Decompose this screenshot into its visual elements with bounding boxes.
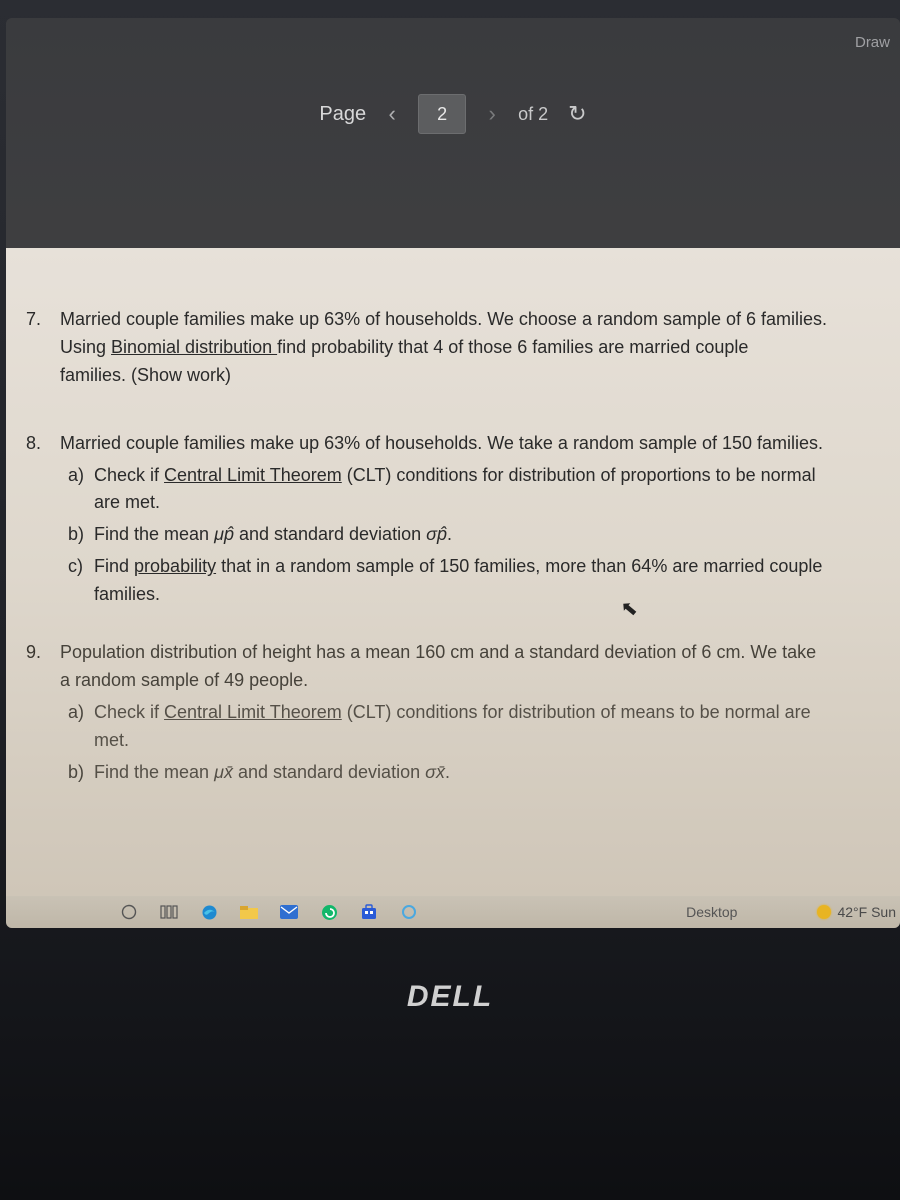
draw-tool-label[interactable]: Draw <box>855 34 890 51</box>
rotate-button[interactable]: ↻ <box>568 101 586 127</box>
page-label: Page <box>319 103 366 126</box>
question-7: 7. Married couple families make up 63% o… <box>26 306 884 390</box>
viewer-topbar: Draw <box>6 18 900 66</box>
question-number: 7. <box>26 306 60 390</box>
page-total: of 2 <box>518 104 548 125</box>
page-number-input[interactable] <box>418 94 466 134</box>
store-icon[interactable] <box>360 903 378 921</box>
next-page-button[interactable]: › <box>478 101 506 127</box>
question-number: 9. <box>26 639 60 786</box>
grammarly-icon[interactable] <box>320 903 338 921</box>
subpart-letter: b) <box>60 759 94 787</box>
search-icon[interactable] <box>160 903 178 921</box>
subpart-text: Find the mean μx̄ and standard deviation… <box>94 759 878 787</box>
question-text: Married couple families make up 63% of h… <box>60 306 878 334</box>
subpart-letter: c) <box>60 553 94 609</box>
laptop-brand: DELL <box>0 980 900 1014</box>
cursor-icon: ⬉ <box>620 593 639 625</box>
subpart-letter: a) <box>60 699 94 755</box>
question-text: Population distribution of height has a … <box>60 639 878 667</box>
prev-page-button[interactable]: ‹ <box>378 101 406 127</box>
question-text: families. (Show work) <box>60 362 878 390</box>
mail-icon[interactable] <box>280 903 298 921</box>
question-text: Using Binomial distribution find probabi… <box>60 334 878 362</box>
question-9: 9. Population distribution of height has… <box>26 639 884 786</box>
question-text: a random sample of 49 people. <box>60 667 878 695</box>
start-button[interactable] <box>120 903 138 921</box>
document-page: 7. Married couple families make up 63% o… <box>6 248 900 896</box>
edge-icon[interactable] <box>200 903 218 921</box>
subpart-text: Check if Central Limit Theorem (CLT) con… <box>94 699 878 755</box>
weather-widget[interactable]: 42°F Sun <box>817 904 896 920</box>
question-number: 8. <box>26 430 60 609</box>
cortana-icon[interactable] <box>400 903 418 921</box>
weather-text: 42°F Sun <box>837 904 896 920</box>
question-text: Married couple families make up 63% of h… <box>60 430 878 458</box>
sun-icon <box>817 905 831 919</box>
desktop-label[interactable]: Desktop <box>686 904 737 920</box>
windows-taskbar[interactable]: Desktop 42°F Sun <box>6 896 900 928</box>
subpart-text: Find the mean μp̂ and standard deviation… <box>94 521 878 549</box>
question-8: 8. Married couple families make up 63% o… <box>26 430 884 609</box>
page-navigator: Page ‹ › of 2 ↻ <box>6 66 900 162</box>
subpart-text: Check if Central Limit Theorem (CLT) con… <box>94 462 878 518</box>
subpart-text: Find probability that in a random sample… <box>94 553 878 609</box>
file-explorer-icon[interactable] <box>240 903 258 921</box>
subpart-letter: a) <box>60 462 94 518</box>
subpart-letter: b) <box>60 521 94 549</box>
